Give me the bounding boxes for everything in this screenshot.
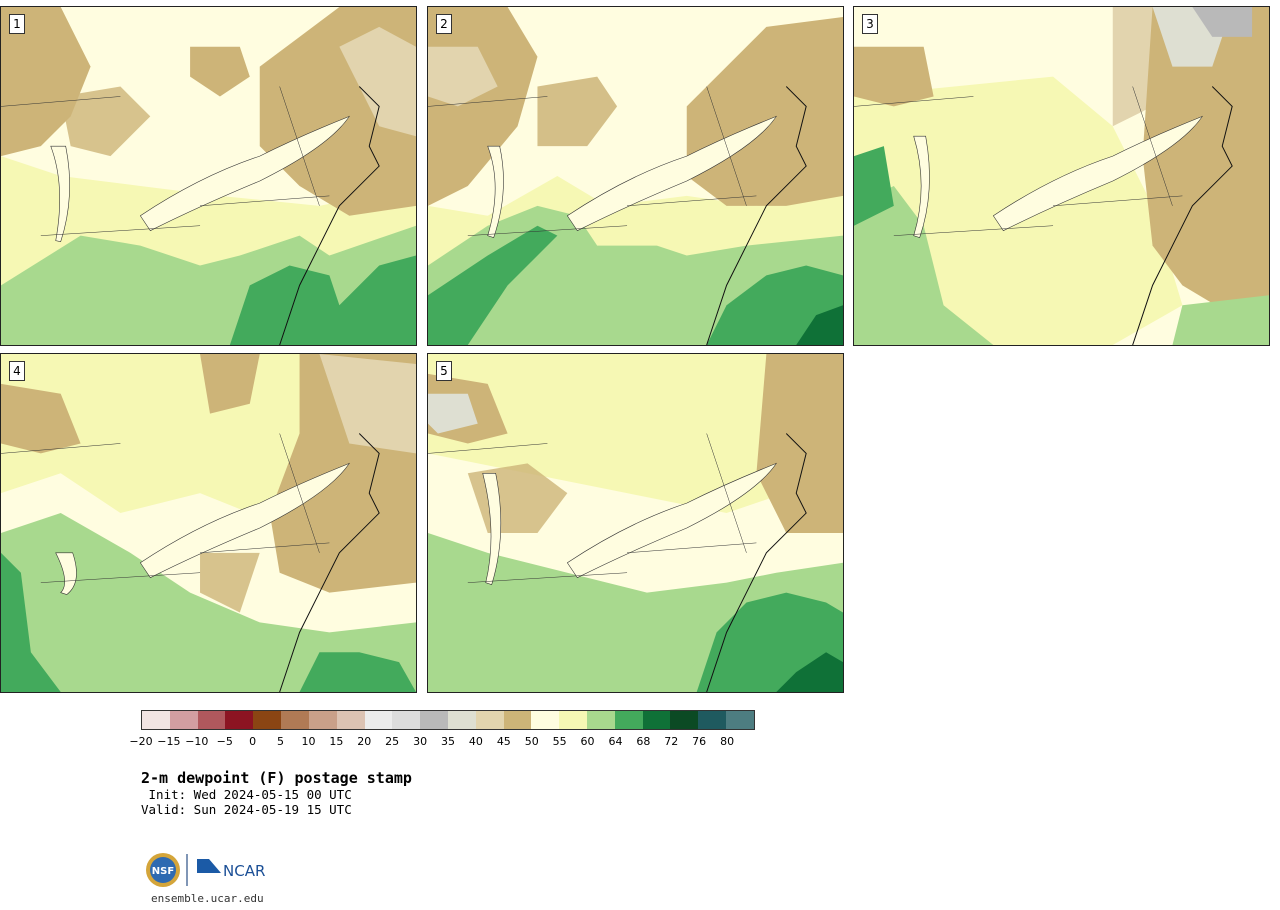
nsf-ncar-logo: NSF NCAR xyxy=(146,853,265,887)
colorbar-swatch xyxy=(336,711,365,729)
map-panel-5[interactable]: 5 xyxy=(427,353,844,693)
panel-label: 2 xyxy=(436,14,452,34)
colorbar-tick-label: 40 xyxy=(468,735,483,748)
colorbar-swatch xyxy=(447,711,476,729)
colorbar-swatch xyxy=(475,711,504,729)
colorbar-tick-label: −5 xyxy=(216,735,233,748)
colorbar-swatch xyxy=(364,711,393,729)
colorbar-swatch xyxy=(642,711,671,729)
colorbar-tick-label: 55 xyxy=(552,735,567,748)
colorbar-tick-label: 60 xyxy=(580,735,595,748)
map-panel-2[interactable]: 2 xyxy=(427,6,844,346)
ncar-text: NCAR xyxy=(223,862,265,880)
colorbar-swatch xyxy=(420,711,448,729)
dewpoint-map xyxy=(1,7,416,345)
colorbar-tick-label: 0 xyxy=(249,735,257,748)
panel-label: 3 xyxy=(862,14,878,34)
colorbar-swatch xyxy=(670,711,699,729)
colorbar-tick-label: 64 xyxy=(608,735,623,748)
colorbar-tick-label: 30 xyxy=(413,735,428,748)
colorbar-tick-label: 15 xyxy=(329,735,344,748)
colorbar-swatch xyxy=(197,711,226,729)
panel-label: 5 xyxy=(436,361,452,381)
map-panel-4[interactable]: 4 xyxy=(0,353,417,693)
dewpoint-map xyxy=(854,7,1269,345)
colorbar-tick-label: −20 xyxy=(129,735,153,748)
colorbar-swatch xyxy=(169,711,198,729)
colorbar-tick-label: 80 xyxy=(720,735,735,748)
colorbar-swatch xyxy=(225,711,254,729)
colorbar-swatch xyxy=(142,711,170,729)
colorbar-tick-label: 45 xyxy=(496,735,511,748)
dewpoint-map xyxy=(428,7,843,345)
colorbar-swatch xyxy=(503,711,532,729)
colorbar-swatch xyxy=(726,711,754,729)
colorbar-swatch xyxy=(281,711,309,729)
colorbar-swatch xyxy=(587,711,615,729)
colorbar-swatch xyxy=(531,711,560,729)
panel-label: 4 xyxy=(9,361,25,381)
dewpoint-map xyxy=(428,354,843,692)
colorbar-tick-label: 76 xyxy=(692,735,707,748)
colorbar-ticks: −20 −15 −10 −5 0 5 10 15 20 25 30 35 40 45 50 55 60 64 68 7… xyxy=(129,735,755,749)
map-panel-1[interactable]: 1 xyxy=(0,6,417,346)
plot-title: 2-m dewpoint (F) postage stamp xyxy=(141,769,412,787)
colorbar-tick-label: 72 xyxy=(664,735,679,748)
ncar-mark-icon xyxy=(197,859,221,873)
colorbar-swatch xyxy=(698,711,727,729)
colorbar-tick-label: 35 xyxy=(441,735,455,748)
colorbar-swatch xyxy=(392,711,421,729)
panel-label: 1 xyxy=(9,14,25,34)
init-time: Init: Wed 2024-05-15 00 UTC xyxy=(141,787,352,802)
map-panel-3[interactable]: 3 xyxy=(853,6,1270,346)
colorbar-tick-label: 20 xyxy=(357,735,372,748)
colorbar-tick-label: −15 xyxy=(157,735,181,748)
valid-time: Valid: Sun 2024-05-19 15 UTC xyxy=(141,802,352,817)
colorbar-swatch xyxy=(253,711,282,729)
dewpoint-map xyxy=(1,354,416,692)
nsf-seal-icon: NSF xyxy=(146,853,180,887)
footer-url[interactable]: ensemble.ucar.edu xyxy=(151,892,264,905)
colorbar-tick-label: 68 xyxy=(636,735,651,748)
colorbar-swatch xyxy=(308,711,337,729)
colorbar-tick-label: 50 xyxy=(524,735,539,748)
colorbar-swatch xyxy=(559,711,587,729)
colorbar-tick-label: 25 xyxy=(385,735,400,748)
colorbar-tick-label: 10 xyxy=(301,735,316,748)
colorbar-tick-label: −10 xyxy=(185,735,209,748)
colorbar xyxy=(141,710,755,730)
nsf-text: NSF xyxy=(152,866,174,877)
colorbar-swatch xyxy=(614,711,643,729)
colorbar-tick-label: 5 xyxy=(277,735,285,748)
